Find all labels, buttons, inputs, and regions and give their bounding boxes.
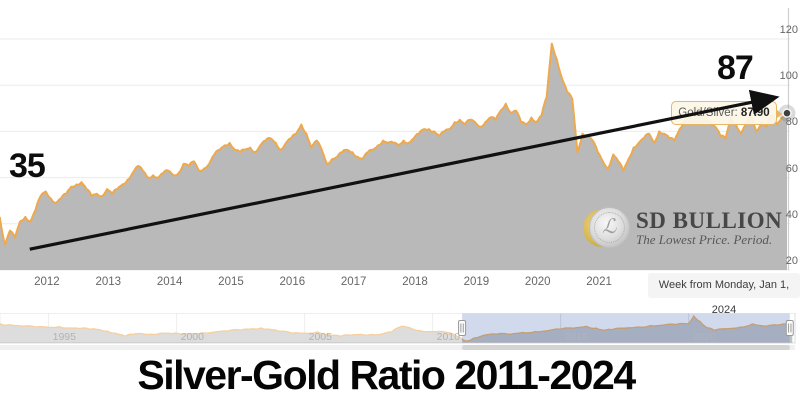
y-axis-tick-label: 60 [785,162,798,175]
sdbullion-watermark: SD BULLION The Lowest Price. Period. [583,206,782,250]
tooltip-pointer [776,109,782,119]
tooltip: Gold/Silver: 87.90 [671,101,782,125]
navigator-tick-label: 2000 [180,331,204,343]
navigator-chart[interactable] [0,313,800,351]
scrollbar-track[interactable] [0,345,795,350]
y-axis-tick-label: 120 [779,24,798,36]
y-axis-tick-label: 40 [785,208,798,221]
navigator-tick-label: 2015 [564,331,588,343]
tooltip-value: 87.90 [740,107,770,119]
navigator-mask-outside[interactable] [0,313,463,343]
x-axis-tick-label: 2013 [95,276,122,288]
y-axis-tick-label: 20 [785,255,798,267]
scrollbar-thumb[interactable] [462,345,790,350]
navigator-area-fill [0,315,793,343]
navigator-tick-label: 2010 [436,331,460,343]
y-axis-tick-label: 100 [779,70,798,83]
x-axis-tick-label: 2020 [524,276,551,288]
x-axis-tick-label: 2012 [34,276,60,288]
last-point-marker [782,108,792,118]
x-axis-tick-label: 2021 [586,276,612,288]
page-title: Silver-Gold Ratio 2011-2024 [137,352,636,398]
x-axis-tick-label: 2019 [463,276,490,288]
y-axis-tick-label: 80 [785,116,798,129]
navigator-selected-range[interactable] [462,313,790,343]
navigator-handle-right[interactable] [785,320,794,336]
watermark-brand: SD BULLION [636,208,783,233]
watermark-tagline: The Lowest Price. Period. [636,232,773,247]
tooltip-label: Gold/Silver: [678,107,738,119]
main-chart-plot[interactable] [0,0,800,300]
navigator-tick-label: 2005 [308,331,332,343]
navigator-tick-label: 2020 [692,331,716,343]
annotation-start-value: 35 [9,147,46,185]
navigator-series-line [0,314,793,342]
navigator[interactable]: 1995 2000 2005 2010 2015 2020 [0,313,800,351]
x-axis-tick-label: 2015 [218,276,244,288]
x-axis-tick-label: 2018 [402,276,428,288]
coin-icon [583,206,630,250]
x-axis-tick-label: 2016 [279,276,306,288]
x-axis-tick-label: 2014 [156,276,183,288]
navigator-handle-left[interactable] [458,320,467,336]
crosshair-date-label: Week from Monday, Jan 1, 2024 [648,273,800,316]
navigator-tick-label: 1995 [52,331,76,343]
x-axis-tick-label: 2017 [340,276,367,288]
annotation-end-value: 87 [717,49,754,87]
